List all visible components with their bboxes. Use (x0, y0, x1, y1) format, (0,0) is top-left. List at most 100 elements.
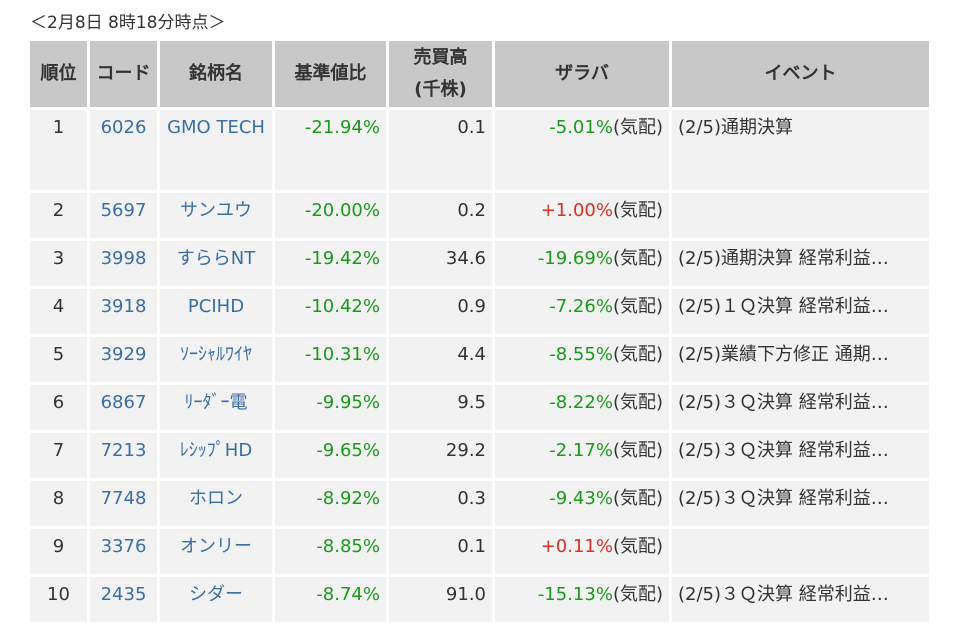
cell-change: -8.85% (275, 529, 386, 574)
stock-code-link[interactable]: 7748 (100, 488, 147, 509)
zaraba-suffix: (気配) (612, 344, 663, 365)
cell-change: -9.65% (275, 433, 386, 478)
cell-rank: 10 (30, 577, 87, 622)
stock-code-link[interactable]: 6867 (100, 392, 147, 413)
cell-change: -19.42% (275, 241, 386, 286)
cell-volume: 4.4 (389, 337, 492, 382)
header-volume: 売買高 (千株) (389, 41, 492, 107)
cell-zaraba: -19.69%(気配) (495, 241, 669, 286)
header-name: 銘柄名 (160, 41, 272, 107)
header-rank: 順位 (30, 41, 87, 107)
stock-code-link[interactable]: 6026 (100, 117, 147, 138)
zaraba-suffix: (気配) (612, 440, 663, 461)
cell-zaraba: +0.11%(気配) (495, 529, 669, 574)
cell-event: (2/5)業績下方修正 通期… (672, 337, 929, 382)
stock-name-link[interactable]: ﾘｰﾀﾞｰ電 (184, 392, 248, 413)
cell-rank: 2 (30, 193, 87, 238)
cell-zaraba: -2.17%(気配) (495, 433, 669, 478)
header-volume-line2: (千株) (414, 79, 467, 100)
zaraba-suffix: (気配) (612, 392, 663, 413)
stock-code-link[interactable]: 7213 (100, 440, 147, 461)
header-volume-line1: 売買高 (413, 47, 468, 68)
ranking-table: 順位 コード 銘柄名 基準値比 売買高 (千株) ザラバ イベント 1 6026 G… (27, 38, 932, 625)
zaraba-value: +0.11% (540, 536, 613, 557)
table-row: 10 2435 シダー -8.74% 91.0 -15.13%(気配) (2/5)３Ｑ決算 … (30, 577, 929, 622)
cell-zaraba: -8.55%(気配) (495, 337, 669, 382)
header-change: 基準値比 (275, 41, 386, 107)
table-row: 2 5697 サンユウ -20.00% 0.2 +1.00%(気配) (30, 193, 929, 238)
cell-change: -10.42% (275, 289, 386, 334)
header-row: 順位 コード 銘柄名 基準値比 売買高 (千株) ザラバ イベント (30, 41, 929, 107)
cell-rank: 5 (30, 337, 87, 382)
stock-code-link[interactable]: 3929 (100, 344, 147, 365)
cell-event: (2/5)３Ｑ決算 経常利益… (672, 577, 929, 622)
cell-zaraba: -9.43%(気配) (495, 481, 669, 526)
stock-name-link[interactable]: すららNT (176, 248, 256, 269)
cell-event (672, 193, 929, 238)
zaraba-suffix: (気配) (612, 296, 663, 317)
cell-volume: 0.1 (389, 529, 492, 574)
cell-change: -8.74% (275, 577, 386, 622)
stock-code-link[interactable]: 5697 (100, 200, 147, 221)
cell-rank: 4 (30, 289, 87, 334)
stock-name-link[interactable]: シダー (189, 584, 243, 605)
header-event: イベント (672, 41, 929, 107)
stock-name-link[interactable]: サンユウ (180, 200, 252, 221)
zaraba-suffix: (気配) (612, 248, 663, 269)
cell-change: -20.00% (275, 193, 386, 238)
cell-volume: 9.5 (389, 385, 492, 430)
cell-volume: 34.6 (389, 241, 492, 286)
cell-zaraba: +1.00%(気配) (495, 193, 669, 238)
header-zaraba: ザラバ (495, 41, 669, 107)
stock-name-link[interactable]: GMO TECH (167, 117, 265, 138)
zaraba-suffix: (気配) (612, 200, 663, 221)
zaraba-suffix: (気配) (612, 488, 663, 509)
zaraba-suffix: (気配) (612, 536, 663, 557)
cell-volume: 0.9 (389, 289, 492, 334)
table-row: 7 7213 ﾚｼｯﾌﾟHD -9.65% 29.2 -2.17%(気配) (2/5)３Ｑ決… (30, 433, 929, 478)
zaraba-value: -8.55% (549, 344, 613, 365)
cell-volume: 0.1 (389, 110, 492, 190)
cell-rank: 9 (30, 529, 87, 574)
cell-change: -21.94% (275, 110, 386, 190)
stock-code-link[interactable]: 3998 (100, 248, 147, 269)
stock-name-link[interactable]: PCIHD (187, 296, 245, 317)
zaraba-value: -19.69% (537, 248, 613, 269)
stock-name-link[interactable]: ｿｰｼｬﾙﾜｲﾔ (180, 344, 252, 365)
table-row: 6 6867 ﾘｰﾀﾞｰ電 -9.95% 9.5 -8.22%(気配) (2/5)３Ｑ決算 … (30, 385, 929, 430)
cell-event: (2/5)３Ｑ決算 経常利益… (672, 385, 929, 430)
cell-rank: 7 (30, 433, 87, 478)
cell-zaraba: -5.01%(気配) (495, 110, 669, 190)
zaraba-value: -5.01% (549, 117, 613, 138)
cell-volume: 29.2 (389, 433, 492, 478)
zaraba-value: -2.17% (549, 440, 613, 461)
stock-name-link[interactable]: ホロン (189, 488, 243, 509)
cell-volume: 0.3 (389, 481, 492, 526)
cell-change: -8.92% (275, 481, 386, 526)
cell-event: (2/5)３Ｑ決算 経常利益… (672, 433, 929, 478)
stock-name-link[interactable]: オンリー (180, 536, 252, 557)
cell-rank: 8 (30, 481, 87, 526)
stock-code-link[interactable]: 2435 (100, 584, 147, 605)
stock-code-link[interactable]: 3376 (100, 536, 147, 557)
cell-event (672, 529, 929, 574)
snapshot-timestamp: ＜2月8日 8時18分時点＞ (30, 13, 226, 33)
cell-event: (2/5)通期決算 (672, 110, 929, 190)
table-row: 9 3376 オンリー -8.85% 0.1 +0.11%(気配) (30, 529, 929, 574)
zaraba-value: -15.13% (537, 584, 613, 605)
cell-volume: 91.0 (389, 577, 492, 622)
cell-volume: 0.2 (389, 193, 492, 238)
cell-change: -10.31% (275, 337, 386, 382)
cell-rank: 1 (30, 110, 87, 190)
cell-zaraba: -8.22%(気配) (495, 385, 669, 430)
zaraba-suffix: (気配) (612, 584, 663, 605)
zaraba-value: +1.00% (540, 200, 613, 221)
cell-event: (2/5)通期決算 経常利益… (672, 241, 929, 286)
cell-rank: 6 (30, 385, 87, 430)
table-row: 4 3918 PCIHD -10.42% 0.9 -7.26%(気配) (2/5)１Ｑ決算 … (30, 289, 929, 334)
stock-code-link[interactable]: 3918 (100, 296, 147, 317)
zaraba-value: -8.22% (549, 392, 613, 413)
zaraba-value: -7.26% (549, 296, 613, 317)
header-code: コード (90, 41, 157, 107)
stock-name-link[interactable]: ﾚｼｯﾌﾟHD (179, 440, 253, 461)
